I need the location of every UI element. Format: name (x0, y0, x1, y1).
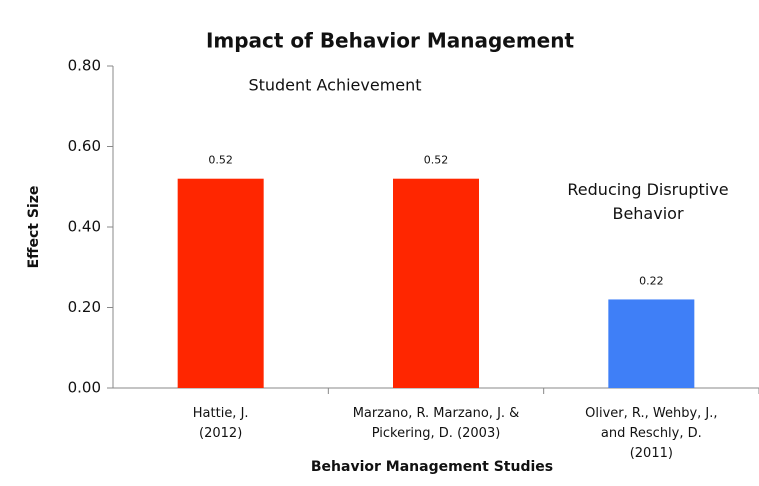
bar (177, 178, 264, 388)
y-axis-label: Effect Size (26, 186, 42, 269)
x-tick-label: Hattie, J. (2012) (193, 406, 249, 441)
y-tick-label: 0.40 (68, 218, 101, 236)
y-tick-label: 0.20 (68, 298, 101, 316)
bar (608, 299, 695, 388)
x-axis-label: Behavior Management Studies (311, 459, 553, 475)
x-tick-label: Marzano, R. Marzano, J. & Pickering, D. (… (353, 406, 520, 441)
value-label: 0.52 (208, 154, 233, 167)
value-label: 0.52 (424, 154, 449, 167)
annotation: Student Achievement (248, 76, 421, 95)
y-tick-label: 0.00 (68, 379, 101, 397)
y-tick-label: 0.80 (68, 57, 101, 75)
value-label: 0.22 (639, 274, 664, 287)
x-tick-label: Oliver, R., Wehby, J., and Reschly, D. (20… (585, 406, 717, 461)
chart-title: Impact of Behavior Management (206, 29, 575, 53)
bar (393, 178, 479, 388)
annotation: Reducing Disruptive Behavior (567, 180, 728, 223)
y-tick-label: 0.60 (68, 137, 101, 155)
